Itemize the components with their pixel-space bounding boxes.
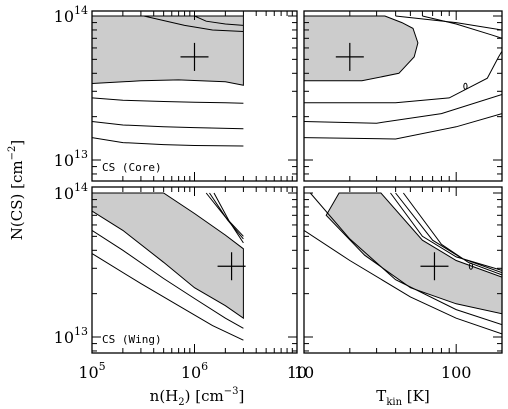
shaded-confidence-region <box>92 192 244 320</box>
contour-line-4 <box>422 15 502 39</box>
y-tick-label: 1013 <box>54 148 88 170</box>
panel-frame <box>303 10 503 182</box>
x-tick-label: 100 <box>441 363 472 382</box>
panel-frame <box>91 10 298 182</box>
contour-line-5 <box>402 192 502 276</box>
contour-line-4 <box>194 15 244 26</box>
contour-line-1 <box>92 97 244 104</box>
contour-line-2 <box>92 253 244 341</box>
panel-core-density <box>92 15 244 147</box>
panel-label: CS (Core) <box>102 161 162 174</box>
y-axis-title: N(CS) [cm−2] <box>7 140 26 240</box>
contour-line-1 <box>309 192 502 326</box>
x-tick-label: 106 <box>181 360 208 382</box>
x-tick-label: 105 <box>78 360 105 382</box>
contour-line-5 <box>395 15 502 31</box>
contour-line-4 <box>209 192 244 240</box>
contour-line-3 <box>390 192 502 271</box>
small-contour-island <box>463 82 468 90</box>
panel-label: CS (Wing) <box>102 333 162 346</box>
contour-line-3 <box>92 137 244 147</box>
contour-line-4 <box>395 192 502 274</box>
shaded-confidence-region <box>325 192 502 315</box>
panel-frame <box>91 186 298 354</box>
x-axis-title-density: n(H2) [cm−3] <box>150 386 245 408</box>
contour-line-5 <box>213 192 244 244</box>
contour-line-2 <box>92 121 244 130</box>
panel-core-temperature <box>304 15 502 140</box>
contour-line-3 <box>304 113 502 140</box>
y-tick-label: 1014 <box>54 181 88 203</box>
panel-wing-temperature <box>304 192 502 335</box>
contour-line-1 <box>92 229 244 329</box>
panel-frame <box>303 186 503 354</box>
y-tick-label: 1014 <box>54 4 88 26</box>
y-tick-label: 1013 <box>54 325 88 347</box>
contour-line-5 <box>143 15 244 32</box>
contour-line-1 <box>304 50 502 104</box>
x-tick-label: 10 <box>287 363 307 382</box>
shaded-confidence-region <box>304 15 419 82</box>
contour-line-2 <box>304 229 502 335</box>
shaded-confidence-region <box>92 15 244 86</box>
x-tick-label: 10 <box>294 363 314 382</box>
x-axis-title-temperature: Tkin [K] <box>376 387 429 408</box>
panel-wing-density <box>92 192 246 341</box>
small-contour-island <box>468 262 474 270</box>
contour-line-2 <box>304 94 502 124</box>
